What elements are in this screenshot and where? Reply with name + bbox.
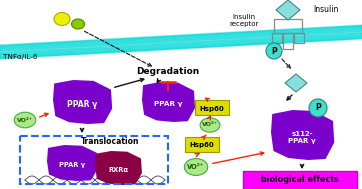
Text: Degradation: Degradation (136, 67, 199, 77)
Polygon shape (53, 80, 112, 124)
FancyBboxPatch shape (243, 171, 357, 189)
Text: PPAR γ: PPAR γ (59, 162, 85, 168)
Text: P: P (315, 104, 321, 112)
Text: Insulin
receptor: Insulin receptor (229, 14, 259, 27)
Ellipse shape (14, 112, 36, 128)
Bar (294, 33, 304, 43)
Text: PPAR γ: PPAR γ (67, 100, 97, 109)
Text: VO²⁺: VO²⁺ (202, 122, 218, 128)
Text: biological effects: biological effects (261, 176, 339, 184)
Polygon shape (47, 145, 98, 181)
Text: P: P (271, 46, 277, 56)
Text: VO²⁺: VO²⁺ (188, 164, 205, 170)
FancyBboxPatch shape (185, 137, 219, 152)
Circle shape (266, 43, 282, 59)
Text: TNFα/IL-6: TNFα/IL-6 (3, 54, 38, 60)
Text: Hsp60: Hsp60 (199, 105, 224, 112)
Bar (283, 33, 293, 49)
Text: s112-
PPAR γ: s112- PPAR γ (288, 131, 316, 144)
Ellipse shape (184, 159, 208, 175)
Text: VO²⁺: VO²⁺ (17, 118, 33, 122)
FancyBboxPatch shape (195, 100, 229, 115)
Ellipse shape (54, 12, 70, 26)
Ellipse shape (72, 19, 84, 29)
Polygon shape (142, 82, 195, 122)
Polygon shape (271, 110, 334, 160)
Polygon shape (276, 0, 300, 20)
Text: Translocation: Translocation (81, 138, 139, 146)
Text: Insulin: Insulin (313, 5, 338, 15)
Text: PPAR γ: PPAR γ (154, 101, 182, 107)
Polygon shape (285, 74, 307, 92)
Text: RXRα: RXRα (108, 167, 128, 173)
Polygon shape (95, 151, 142, 185)
Circle shape (309, 99, 327, 117)
Ellipse shape (200, 118, 220, 132)
Bar (272, 33, 282, 43)
Text: Hsp60: Hsp60 (190, 143, 214, 149)
Bar (274, 19, 302, 33)
